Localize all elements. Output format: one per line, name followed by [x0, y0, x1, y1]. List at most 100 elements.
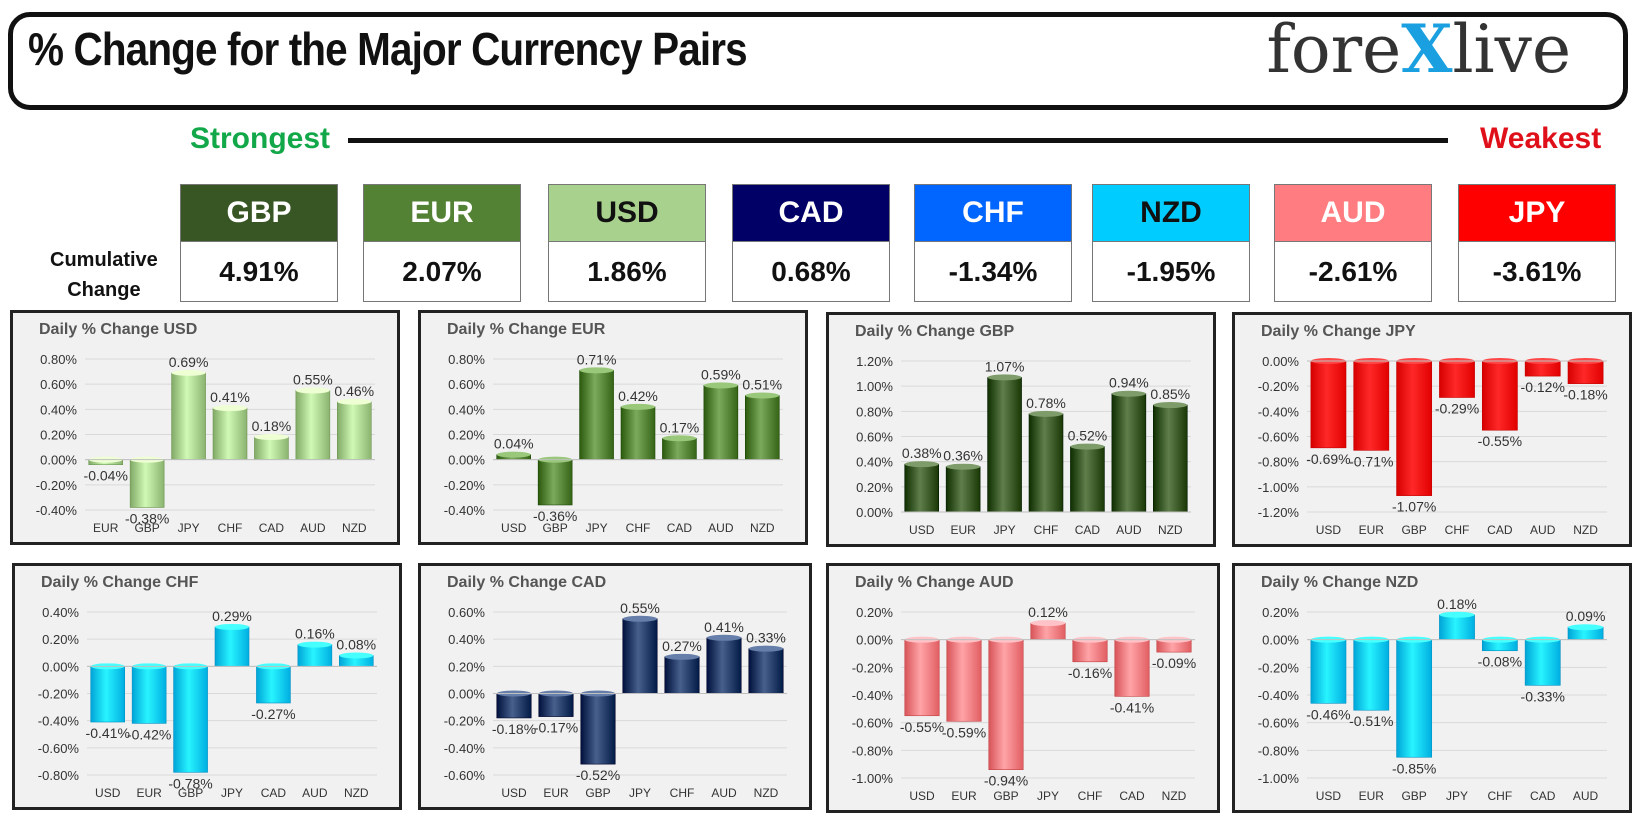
- data-label: 0.41%: [704, 619, 744, 635]
- y-tick-label: -0.60%: [38, 741, 80, 756]
- x-tick-label: NZD: [344, 786, 369, 800]
- chart-title: Daily % Change CHF: [41, 574, 199, 591]
- bar-chf: [1072, 639, 1108, 663]
- data-label: -0.41%: [86, 725, 130, 741]
- data-label: 0.42%: [618, 388, 658, 404]
- bar-jpy: [171, 372, 206, 460]
- bar-gbp: [537, 459, 573, 506]
- rank-currency: JPY: [1459, 185, 1615, 242]
- cumulative-label-line2: Change: [67, 279, 141, 301]
- forexlive-logo[interactable]: foreXlive: [1266, 10, 1571, 88]
- x-tick-label: EUR: [93, 521, 119, 535]
- x-tick-label: CHF: [1445, 523, 1470, 537]
- data-label: 0.69%: [169, 354, 209, 370]
- rank-card-gbp: GBP 4.91%: [180, 184, 338, 302]
- y-tick-label: 1.20%: [856, 354, 893, 369]
- rank-currency: AUD: [1275, 185, 1431, 242]
- x-tick-label: CHF: [670, 786, 695, 800]
- chart-panel-4: Daily % Change JPY -1.20% -1.00% -0.80% -0.6…: [1232, 312, 1632, 547]
- bar-gbp: [173, 666, 208, 773]
- y-tick-label: -0.60%: [444, 768, 486, 783]
- y-tick-label: -1.00%: [852, 771, 894, 786]
- y-tick-label: 0.60%: [40, 377, 77, 392]
- data-label: 0.59%: [701, 366, 741, 382]
- y-tick-label: 0.00%: [40, 453, 77, 468]
- bar-cad: [662, 437, 697, 460]
- data-label: -0.59%: [942, 724, 986, 740]
- y-tick-label: -0.80%: [38, 768, 80, 783]
- bar-chf: [620, 406, 656, 460]
- y-tick-label: -0.40%: [1258, 688, 1300, 703]
- chart-title: Daily % Change AUD: [855, 574, 1014, 591]
- x-tick-label: GBP: [542, 521, 567, 535]
- y-tick-label: -0.80%: [1258, 455, 1300, 470]
- bar-cap: [1111, 390, 1146, 397]
- x-tick-label: AUD: [711, 786, 737, 800]
- chart-panel-8: Daily % Change NZD -1.00% -0.80% -0.60% -0.4…: [1232, 563, 1632, 813]
- y-tick-label: 0.00%: [42, 659, 79, 674]
- data-label: -1.07%: [1392, 499, 1436, 515]
- y-tick-label: -0.40%: [444, 503, 486, 518]
- rank-currency: GBP: [181, 185, 337, 242]
- data-label: 0.38%: [902, 445, 942, 461]
- bar-cad: [256, 666, 291, 704]
- y-tick-label: -0.40%: [1258, 404, 1300, 419]
- x-tick-label: JPY: [1446, 789, 1468, 803]
- data-label: 0.41%: [210, 389, 250, 405]
- data-label: -0.38%: [125, 510, 169, 526]
- y-tick-label: 0.40%: [42, 605, 79, 620]
- x-tick-label: EUR: [1359, 789, 1385, 803]
- y-tick-label: -0.40%: [444, 741, 486, 756]
- chart-title: Daily % Change CAD: [447, 574, 607, 591]
- data-label: 0.16%: [295, 626, 335, 642]
- y-tick-label: 0.20%: [1262, 605, 1299, 620]
- chart-svg: -0.40% -0.20% 0.00% 0.20% 0.40% 0.60% 0.80% 0.0…: [444, 351, 783, 535]
- y-tick-label: 0.00%: [856, 505, 893, 520]
- x-tick-label: CAD: [667, 521, 693, 535]
- x-tick-label: NZD: [1162, 789, 1187, 803]
- x-tick-label: USD: [1316, 789, 1342, 803]
- logo-text-left: fore: [1266, 11, 1402, 88]
- data-label: -0.51%: [1349, 713, 1393, 729]
- y-tick-label: 0.40%: [40, 402, 77, 417]
- bar-aud: [1111, 393, 1147, 513]
- weakest-label: Weakest: [1480, 122, 1602, 155]
- rank-card-nzd: NZD -1.95%: [1092, 184, 1250, 302]
- rank-value: 0.68%: [771, 256, 851, 287]
- data-label: 0.04%: [494, 436, 534, 452]
- x-tick-label: CAD: [1530, 789, 1556, 803]
- y-tick-label: -0.40%: [36, 503, 78, 518]
- y-tick-label: 0.80%: [448, 352, 485, 367]
- chart-panel-7: Daily % Change AUD -1.00% -0.80% -0.60% -0.4…: [826, 563, 1220, 813]
- y-tick-label: -0.20%: [36, 478, 78, 493]
- rank-value: -2.61%: [1308, 256, 1398, 287]
- chart-svg: -1.00% -0.80% -0.60% -0.40% -0.20% 0.00% 0.20%…: [1258, 596, 1607, 803]
- data-label: 0.78%: [1026, 395, 1066, 411]
- bar-eur: [1353, 639, 1390, 711]
- x-tick-label: AUD: [708, 521, 734, 535]
- x-tick-label: NZD: [754, 786, 779, 800]
- bar-cap: [621, 403, 655, 410]
- data-label: -0.12%: [1521, 379, 1565, 395]
- y-tick-label: -0.80%: [1258, 743, 1300, 758]
- bar-cap: [662, 435, 697, 442]
- bar-cap: [213, 405, 247, 412]
- rank-card-cad: CAD 0.68%: [732, 184, 890, 302]
- x-tick-label: AUD: [1530, 523, 1556, 537]
- bar-cap: [703, 382, 738, 389]
- y-tick-label: -0.60%: [1258, 716, 1300, 731]
- data-label: -0.08%: [1478, 654, 1522, 670]
- cumulative-change-label: Cumulative Change: [50, 245, 158, 305]
- x-tick-label: CHF: [218, 521, 243, 535]
- data-label: -0.17%: [534, 720, 578, 736]
- y-tick-label: 0.40%: [448, 632, 485, 647]
- bar-nzd: [744, 395, 780, 460]
- x-tick-label: USD: [909, 523, 935, 537]
- x-tick-label: GBP: [134, 521, 159, 535]
- y-tick-label: 0.20%: [448, 659, 485, 674]
- data-label: -0.09%: [1152, 655, 1196, 671]
- data-label: -0.18%: [1563, 387, 1607, 403]
- data-label: -0.69%: [1306, 451, 1350, 467]
- data-label: 0.51%: [742, 376, 782, 392]
- y-tick-label: 0.60%: [448, 377, 485, 392]
